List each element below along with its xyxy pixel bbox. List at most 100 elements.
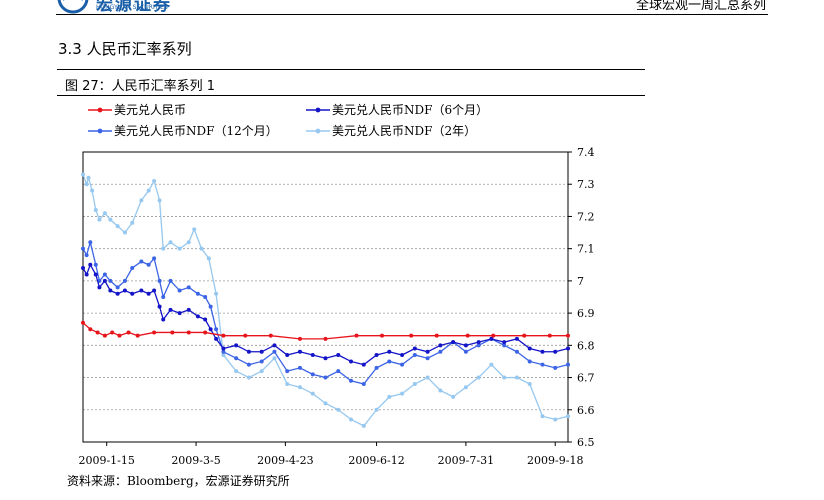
series-line xyxy=(82,322,568,340)
series-point xyxy=(146,262,151,267)
series-point xyxy=(336,369,341,374)
series-point xyxy=(425,375,430,380)
series-line xyxy=(82,239,569,385)
series-point xyxy=(161,295,166,299)
legend-swatch xyxy=(88,107,112,113)
series-point xyxy=(297,349,302,354)
series-point xyxy=(400,391,405,396)
series-point xyxy=(361,382,366,386)
series-point xyxy=(243,333,248,338)
series-point xyxy=(336,407,341,412)
series-point xyxy=(186,307,191,312)
legend-label: 美元兑人民币NDF（6个月） xyxy=(332,103,489,117)
series-point xyxy=(168,307,173,312)
series-point xyxy=(489,336,494,341)
x-tick-label: 2009-3-5 xyxy=(171,454,220,467)
series-point xyxy=(310,353,315,357)
series-point xyxy=(146,188,151,193)
series-point xyxy=(84,253,89,258)
y-tick-label: 7.1 xyxy=(577,243,595,256)
series-point xyxy=(553,417,558,422)
series-point xyxy=(463,343,468,348)
series-point xyxy=(161,246,166,251)
series-point xyxy=(168,278,173,283)
series-point xyxy=(438,343,443,348)
series-point xyxy=(157,198,162,203)
series-point xyxy=(463,349,468,354)
series-point xyxy=(97,285,102,290)
series-point xyxy=(323,336,328,341)
series-point xyxy=(374,407,379,412)
logo-chinese-name: 宏源证券 xyxy=(96,0,172,15)
series-point xyxy=(126,330,131,335)
series-point xyxy=(310,391,315,396)
series-point xyxy=(259,359,264,364)
series-point xyxy=(297,385,302,390)
series-point xyxy=(354,333,359,338)
series-point xyxy=(177,246,182,251)
series-point xyxy=(186,285,191,290)
series-point xyxy=(438,388,443,393)
series-point xyxy=(161,317,166,322)
series-point xyxy=(268,333,273,338)
series-point xyxy=(412,382,417,386)
series-point xyxy=(566,362,570,367)
series-point xyxy=(361,362,366,367)
legend-label: 美元兑人民币NDF（2年） xyxy=(332,124,477,138)
series-point xyxy=(451,394,456,399)
figure-title-rule xyxy=(57,95,645,96)
y-tick-label: 7 xyxy=(577,275,584,288)
series-point xyxy=(374,353,379,357)
series-point xyxy=(323,375,328,380)
y-tick-label: 6.7 xyxy=(577,372,595,385)
series-point xyxy=(122,288,127,293)
series-point xyxy=(246,362,251,367)
series-point xyxy=(146,291,151,296)
series-point xyxy=(221,349,226,354)
series-point xyxy=(115,291,120,296)
series-point xyxy=(489,362,494,367)
series-point xyxy=(349,378,354,383)
series-point xyxy=(540,349,545,354)
series-point xyxy=(374,365,379,370)
series-point xyxy=(221,346,226,351)
hongyuan-logo: 宏源证券 HONGYUAN SECURITIES xyxy=(56,0,176,18)
y-tick-label: 7.4 xyxy=(577,146,595,159)
series-point xyxy=(186,330,191,335)
series-point xyxy=(108,217,113,222)
series-point xyxy=(102,278,107,283)
series-point xyxy=(285,369,290,374)
series-point xyxy=(221,333,226,338)
series-point xyxy=(323,401,328,406)
source-note: 资料来源：Bloomberg，宏源证券研究所 xyxy=(67,474,290,488)
series-point xyxy=(186,240,191,245)
series-point xyxy=(323,356,328,361)
series-point xyxy=(387,349,392,354)
series-point xyxy=(349,417,354,422)
series-point xyxy=(246,375,251,380)
series-point xyxy=(93,272,98,277)
legend-label: 美元兑人民币NDF（12个月） xyxy=(114,124,278,138)
series-point xyxy=(451,340,456,345)
series-line xyxy=(82,174,569,427)
legend-swatch xyxy=(88,128,112,134)
series-point xyxy=(566,346,570,351)
legend-swatch xyxy=(306,128,330,134)
figure-container: 图 27：人民币汇率系列 1 xyxy=(57,69,645,489)
series-point xyxy=(192,227,197,232)
series-point xyxy=(93,208,98,212)
series-point xyxy=(387,394,392,399)
series-point xyxy=(476,375,481,380)
series-point xyxy=(115,224,120,229)
series-point xyxy=(139,198,144,203)
report-header: 宏源证券 HONGYUAN SECURITIES 全球宏观一周汇总系列 xyxy=(0,0,824,40)
series-point xyxy=(553,365,558,370)
series-point xyxy=(438,349,443,354)
series-point xyxy=(310,372,315,377)
series-point xyxy=(157,304,162,309)
series-point xyxy=(234,369,239,374)
x-tick-label: 2009-1-15 xyxy=(78,454,134,467)
series-point xyxy=(84,182,89,187)
y-tick-label: 6.8 xyxy=(577,339,595,352)
y-tick-label: 7.3 xyxy=(577,178,595,191)
